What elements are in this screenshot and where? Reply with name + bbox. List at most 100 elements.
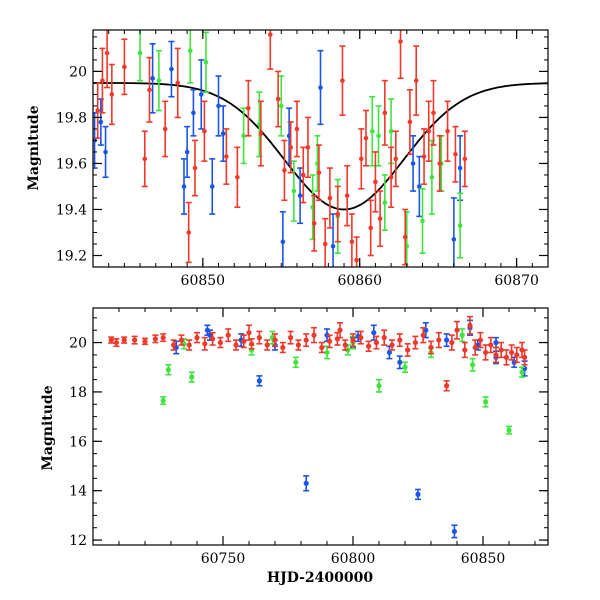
red-data-point	[435, 331, 442, 349]
red-data-point	[388, 146, 395, 208]
y-tick-label: 19.4	[56, 202, 87, 218]
green-data-point	[202, 31, 209, 93]
red-data-point	[108, 63, 115, 126]
red-data-point	[104, 30, 111, 89]
red-data-point	[186, 339, 193, 351]
red-data-point	[396, 333, 403, 348]
red-data-point	[472, 339, 479, 356]
red-data-point	[420, 326, 427, 344]
red-data-point	[225, 328, 232, 343]
blue-data-point	[184, 125, 191, 179]
red-data-point	[353, 236, 360, 267]
green-data-point	[324, 345, 330, 360]
green-data-point	[278, 75, 285, 137]
x-tick-label: 60850	[181, 273, 226, 289]
red-data-point	[443, 380, 450, 392]
blue-data-point	[215, 75, 222, 137]
red-data-point	[264, 339, 271, 351]
red-data-point	[121, 336, 128, 344]
x-tick-label: 60750	[201, 551, 246, 567]
green-data-point	[375, 105, 382, 167]
red-data-point	[318, 341, 325, 354]
red-data-point	[279, 341, 286, 354]
y-tick-label: 16	[69, 434, 87, 450]
green-data-point	[402, 361, 408, 373]
red-data-point	[461, 341, 468, 359]
red-data-point	[365, 340, 372, 353]
red-data-point	[467, 315, 473, 335]
red-data-point	[142, 337, 148, 346]
bottom-panel-marks	[108, 315, 528, 539]
red-data-point	[334, 185, 341, 243]
top-panel-ticks: 60850 60860 60870 19.2 19.4 19.6 19.8 20	[56, 30, 549, 289]
red-data-point	[272, 333, 278, 348]
red-data-point	[444, 100, 451, 162]
green-data-point	[240, 107, 247, 165]
top-panel-marks	[93, 30, 548, 267]
green-data-point	[469, 357, 476, 372]
blue-data-point	[297, 167, 304, 225]
green-data-point	[292, 356, 299, 369]
red-data-point	[311, 194, 318, 252]
red-data-point	[108, 336, 115, 344]
blue-data-point	[415, 488, 421, 501]
blue-data-point	[220, 105, 227, 162]
green-data-point	[165, 363, 172, 376]
red-data-point	[389, 339, 395, 351]
green-data-point	[519, 366, 525, 378]
top-panel: 60850 60860 60870 19.2 19.4 19.6 19.8 20 Magnit…	[26, 29, 549, 289]
blue-data-point	[457, 135, 464, 202]
bottom-panel-ticks: 60750 60800 60850 12 14 16 18 20	[69, 308, 548, 567]
x-tick-label: 60800	[331, 551, 376, 567]
red-data-point	[348, 213, 355, 267]
red-data-point	[174, 47, 181, 119]
red-data-point	[477, 331, 484, 349]
red-data-point	[381, 329, 388, 346]
red-data-point	[452, 125, 459, 183]
red-data-point	[521, 349, 528, 366]
red-data-point	[373, 335, 380, 350]
red-data-point	[295, 339, 302, 351]
red-data-point	[482, 344, 489, 361]
blue-data-point	[238, 333, 245, 348]
top-panel-y-axis-label: Magnitude	[26, 105, 42, 190]
red-data-point	[454, 320, 460, 340]
y-tick-label: 19.2	[56, 248, 87, 264]
red-data-point	[233, 339, 239, 351]
green-data-point	[137, 30, 144, 82]
red-data-point	[256, 330, 263, 345]
red-data-point	[146, 56, 153, 123]
red-data-point	[350, 333, 356, 348]
blue-data-point	[443, 333, 450, 348]
red-data-point	[121, 38, 128, 96]
red-data-point	[223, 128, 230, 185]
blue-data-point	[204, 324, 211, 336]
red-data-point	[404, 342, 411, 357]
red-data-point	[162, 100, 169, 158]
red-data-point	[428, 340, 434, 355]
red-data-point	[344, 164, 351, 227]
green-data-point	[290, 160, 297, 222]
red-data-point	[402, 208, 409, 266]
blue-data-point	[190, 89, 197, 137]
red-data-point	[94, 82, 101, 139]
red-data-point	[287, 121, 294, 174]
red-data-point	[503, 349, 510, 366]
red-data-point	[493, 346, 499, 364]
blue-data-point	[102, 125, 109, 179]
red-data-point	[315, 144, 322, 202]
green-data-point	[459, 328, 466, 343]
red-data-point	[275, 70, 282, 128]
y-tick-label: 14	[69, 484, 87, 500]
blue-data-point	[416, 155, 423, 218]
red-data-point	[358, 128, 365, 190]
red-data-point	[300, 146, 307, 204]
x-tick-label: 60860	[337, 273, 382, 289]
green-data-point	[457, 192, 464, 259]
blue-data-point	[181, 158, 187, 215]
red-data-point	[413, 45, 420, 116]
red-data-point	[194, 331, 200, 344]
blue-data-point	[279, 210, 286, 267]
red-data-point	[448, 334, 455, 351]
